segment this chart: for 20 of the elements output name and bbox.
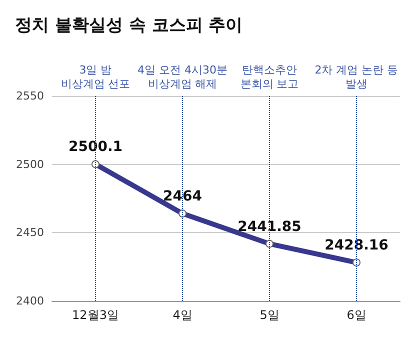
point <box>92 160 100 168</box>
data-label: 2441.85 <box>238 218 302 235</box>
y-tick-label: 2500 <box>16 158 44 171</box>
ref-line-label: 2차 계엄 논란 등 발생 <box>314 64 398 90</box>
data-label: 2428.16 <box>324 238 388 254</box>
y-tick-label: 2400 <box>16 294 44 308</box>
x-tick-label: 12월3일 <box>72 308 119 322</box>
point <box>266 240 274 248</box>
data-label: 2464 <box>163 188 202 205</box>
y-tick-label: 2550 <box>16 90 44 102</box>
x-tick-label: 4일 <box>172 308 192 322</box>
ref-line-label: 3일 밤 비상계엄 선포 <box>60 64 130 90</box>
chart-title: 정치 불확실성 속 코스피 추이 <box>15 16 243 36</box>
y-tick-label: 2450 <box>16 226 44 240</box>
x-tick-label: 6일 <box>346 308 366 322</box>
ref-line-label: 탄핵소추안 본회의 보고 <box>240 64 299 90</box>
point <box>352 258 360 267</box>
ref-line-label: 4일 오전 4시30분 비상계엄 해제 <box>138 64 228 90</box>
data-label: 2500.1 <box>68 139 123 156</box>
x-tick-label: 5일 <box>260 308 280 322</box>
